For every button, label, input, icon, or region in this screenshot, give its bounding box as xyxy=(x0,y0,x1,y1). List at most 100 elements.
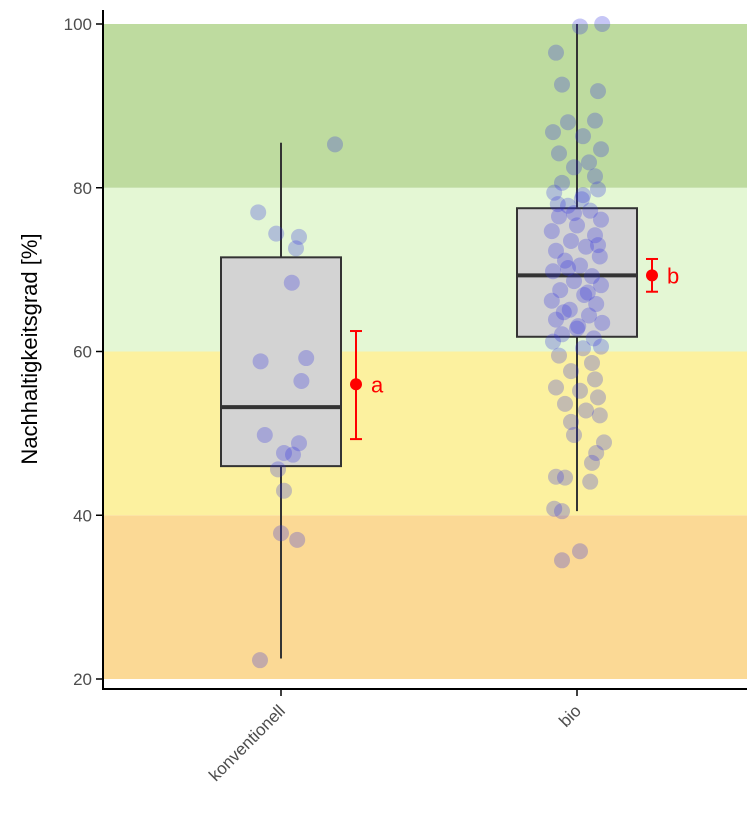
point-konventionell-8 xyxy=(293,372,310,389)
point-konventionell-9 xyxy=(256,427,273,444)
point-konventionell-14 xyxy=(276,482,292,499)
rating-bands xyxy=(104,24,747,679)
point-bio-28 xyxy=(591,248,608,265)
point-bio-24 xyxy=(587,227,603,244)
mean-point-konventionell xyxy=(350,378,362,391)
point-bio-59 xyxy=(563,413,579,430)
point-bio-67 xyxy=(546,500,563,517)
point-bio-62 xyxy=(588,445,605,462)
point-bio-49 xyxy=(551,347,567,364)
point-bio-16 xyxy=(546,184,563,201)
jitter-points xyxy=(250,16,612,669)
point-bio-26 xyxy=(578,238,594,255)
point-bio-52 xyxy=(587,371,603,388)
point-bio-6 xyxy=(587,112,603,129)
band-20-40 xyxy=(104,515,747,679)
point-bio-34 xyxy=(593,277,609,294)
point-konventionell-7 xyxy=(298,350,315,367)
point-bio-20 xyxy=(551,208,567,225)
point-bio-44 xyxy=(554,326,570,343)
point-bio-66 xyxy=(582,473,599,490)
y-axis-title: Nachhaltigkeitsgrad [%] xyxy=(17,233,42,464)
point-bio-33 xyxy=(566,273,582,290)
y-tick-label-100: 100 xyxy=(64,15,92,34)
point-bio-17 xyxy=(573,191,590,208)
point-bio-75 xyxy=(549,196,566,213)
y-tick-label-60: 60 xyxy=(73,343,92,362)
band-40-60 xyxy=(104,351,747,516)
point-bio-1 xyxy=(572,18,588,35)
point-bio-57 xyxy=(578,402,594,419)
point-konventionell-12 xyxy=(285,446,301,463)
point-bio-46 xyxy=(545,333,561,350)
point-bio-78 xyxy=(570,318,587,335)
point-bio-9 xyxy=(593,141,609,158)
point-bio-36 xyxy=(576,287,593,304)
point-konventionell-3 xyxy=(291,228,307,245)
box-konventionell xyxy=(220,256,342,468)
point-bio-40 xyxy=(581,307,597,324)
point-bio-65 xyxy=(557,469,573,486)
point-bio-10 xyxy=(551,145,567,162)
point-bio-71 xyxy=(560,259,576,276)
significance-letter-konventionell: a xyxy=(371,372,384,397)
point-bio-30 xyxy=(572,257,588,274)
point-bio-54 xyxy=(572,382,588,399)
band-80-100 xyxy=(104,24,747,188)
point-bio-13 xyxy=(587,168,603,185)
point-bio-55 xyxy=(590,389,606,406)
y-ticks: 20 40 60 80 100 xyxy=(64,15,103,689)
point-bio-0 xyxy=(594,16,611,32)
point-bio-18 xyxy=(560,197,576,214)
point-bio-11 xyxy=(581,154,597,171)
y-tick-label-20: 20 xyxy=(73,670,92,689)
point-bio-45 xyxy=(585,330,602,347)
point-konventionell-10 xyxy=(291,435,307,452)
point-bio-61 xyxy=(596,434,612,451)
point-konventionell-0 xyxy=(327,136,343,153)
point-bio-37 xyxy=(543,292,560,309)
x-tick-label-bio: bio xyxy=(555,701,584,730)
point-bio-31 xyxy=(545,263,561,280)
point-bio-43 xyxy=(569,320,585,337)
x-ticks: konventionell bio xyxy=(205,689,585,785)
point-bio-7 xyxy=(545,124,561,141)
point-bio-58 xyxy=(591,407,608,424)
point-bio-39 xyxy=(561,301,578,318)
axes xyxy=(102,10,747,690)
point-bio-35 xyxy=(552,282,569,299)
point-bio-50 xyxy=(584,354,600,371)
point-konventionell-13 xyxy=(270,461,286,478)
point-bio-74 xyxy=(575,187,591,204)
point-konventionell-17 xyxy=(252,652,268,669)
point-bio-32 xyxy=(584,268,600,285)
point-bio-73 xyxy=(555,304,572,321)
x-tick-label-konventionell: konventionell xyxy=(205,701,289,785)
band-60-80 xyxy=(104,187,747,352)
point-bio-29 xyxy=(557,252,573,269)
point-konventionell-4 xyxy=(288,240,304,257)
point-bio-19 xyxy=(582,202,599,219)
point-konventionell-11 xyxy=(276,445,292,462)
point-bio-4 xyxy=(590,83,606,100)
point-bio-76 xyxy=(590,237,606,254)
y-tick-label-80: 80 xyxy=(73,179,92,198)
point-bio-3 xyxy=(554,76,570,93)
point-bio-22 xyxy=(569,217,585,234)
point-konventionell-15 xyxy=(273,525,289,542)
point-bio-77 xyxy=(566,205,582,222)
point-konventionell-2 xyxy=(268,225,285,242)
point-konventionell-5 xyxy=(283,274,300,291)
point-konventionell-16 xyxy=(289,531,306,548)
point-bio-68 xyxy=(554,503,570,520)
point-bio-48 xyxy=(593,338,609,355)
point-bio-64 xyxy=(548,468,564,485)
point-bio-69 xyxy=(554,552,570,569)
point-bio-15 xyxy=(590,181,606,198)
boxes xyxy=(220,24,638,659)
point-bio-12 xyxy=(566,159,582,176)
point-bio-41 xyxy=(548,311,564,328)
point-bio-5 xyxy=(560,114,576,131)
point-bio-27 xyxy=(548,242,564,259)
